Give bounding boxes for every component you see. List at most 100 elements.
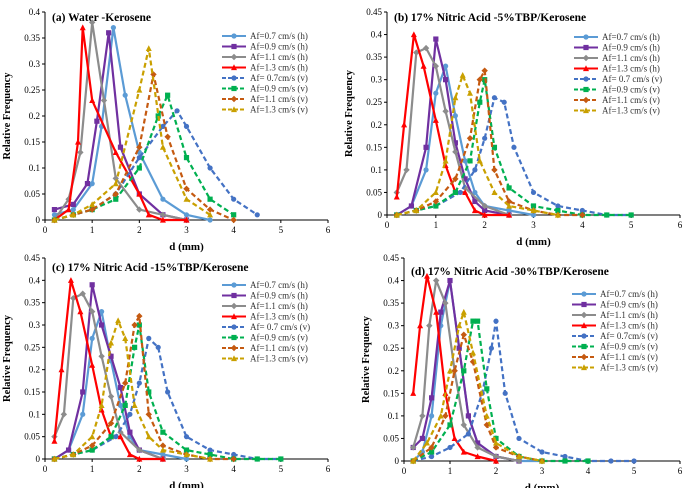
- data-point: [432, 189, 439, 196]
- legend-marker: [230, 344, 238, 352]
- legend-item: Af=1.1 cm/s (v): [574, 95, 660, 105]
- data-point: [230, 216, 237, 224]
- panel-15-tbp: 0 1 2 3 4 5 6 0 0.05 0.1 0.15 0.2 0.25 0.3 0.35 0.4 0.45…: [2, 253, 331, 488]
- x-tick-label: 2: [494, 466, 499, 476]
- legend-marker: [231, 292, 237, 299]
- data-point: [89, 282, 95, 288]
- data-point: [474, 453, 481, 460]
- data-point: [530, 207, 537, 214]
- data-point: [183, 155, 190, 161]
- legend-item: Af=0.9 cm/s (v): [222, 333, 308, 343]
- legend-item: Af=1.3 cm/s (h): [574, 64, 660, 74]
- y-tick-label: 0.25: [366, 97, 382, 107]
- data-point: [67, 277, 74, 283]
- data-point: [555, 203, 561, 209]
- data-point: [146, 335, 152, 341]
- data-point: [408, 203, 415, 209]
- data-point: [183, 456, 190, 462]
- data-point: [51, 216, 58, 223]
- legend-item: Af= 0.7 cm/s (v): [222, 322, 310, 332]
- legend-label: Af=1.3 cm/s (h): [250, 63, 308, 73]
- y-tick-label: 0.35: [24, 298, 40, 308]
- legend-label: Af=0.7 cm/s (h): [602, 32, 660, 42]
- x-tick-label: 1: [90, 225, 95, 235]
- legend-label: Af=0.9 cm/s (v): [250, 333, 308, 343]
- data-point: [278, 456, 284, 462]
- data-point: [65, 447, 72, 453]
- data-point: [443, 77, 449, 83]
- data-point: [183, 216, 190, 223]
- data-point: [159, 216, 166, 223]
- data-point: [131, 402, 138, 408]
- legend-label: Af=1.1 cm/s (v): [602, 95, 660, 105]
- legend-item: Af=0.9 cm/s (v): [574, 85, 660, 95]
- legend-item: Af=1.3 cm/s (h): [222, 63, 308, 73]
- y-tick-label: 0.4: [388, 276, 400, 286]
- series-line: [54, 314, 234, 461]
- data-point: [447, 367, 453, 374]
- series-line: [54, 323, 281, 461]
- data-point: [452, 148, 459, 156]
- data-point: [145, 45, 152, 51]
- data-point: [207, 217, 213, 223]
- data-point: [146, 389, 152, 395]
- data-point: [393, 211, 400, 218]
- data-point: [231, 196, 237, 202]
- data-point: [579, 207, 585, 214]
- data-point: [113, 434, 119, 440]
- series-line: [54, 26, 211, 222]
- data-point: [481, 211, 488, 218]
- data-point: [183, 212, 190, 218]
- x-tick-label: 4: [231, 225, 236, 235]
- data-point: [506, 202, 513, 209]
- data-point: [150, 71, 157, 78]
- legend-item: Af= 0.7cm/s (v): [222, 73, 308, 83]
- series-8: [51, 317, 214, 462]
- data-point: [89, 335, 95, 341]
- data-point: [84, 181, 91, 187]
- data-point: [127, 429, 133, 435]
- data-point: [452, 94, 459, 101]
- x-tick-label: 6: [326, 464, 331, 474]
- y-tick-label: 0.4: [29, 275, 41, 285]
- data-point: [424, 272, 430, 279]
- data-point: [475, 440, 481, 446]
- data-point: [122, 92, 128, 98]
- data-point: [460, 308, 467, 315]
- data-point: [207, 447, 213, 453]
- data-point: [452, 140, 458, 146]
- data-point: [108, 434, 114, 440]
- y-tick-label: 0.05: [366, 187, 382, 197]
- data-point: [482, 207, 488, 214]
- y-axis-label: Relative Frequency: [361, 315, 372, 403]
- data-point: [401, 121, 408, 128]
- data-point: [207, 451, 213, 458]
- data-point: [462, 158, 468, 164]
- series-3: [410, 277, 523, 465]
- legend-label: Af= 0.7 cm/s (v): [250, 322, 310, 332]
- x-tick-label: 6: [678, 220, 683, 230]
- data-point: [70, 451, 77, 458]
- y-tick-label: 0: [378, 210, 383, 220]
- legend-label: Af=1.1 cm/s (v): [250, 343, 308, 353]
- data-point: [451, 435, 458, 442]
- x-tick-label: 2: [482, 220, 487, 230]
- y-tick-label: 0.1: [371, 165, 382, 175]
- data-point: [491, 189, 498, 196]
- data-point: [555, 207, 561, 214]
- data-point: [501, 99, 507, 105]
- data-point: [207, 165, 213, 171]
- legend-marker: [231, 334, 237, 341]
- x-tick-label: 1: [434, 220, 439, 230]
- chart-title: (d) 17% Nitric Acid -30%TBP/Kerosene: [411, 266, 609, 278]
- data-point: [79, 290, 86, 297]
- data-point: [443, 63, 449, 69]
- legend-marker: [583, 65, 589, 72]
- data-point: [493, 435, 499, 442]
- data-point: [207, 211, 214, 218]
- legend-item: Af=1.1 cm/s (h): [572, 310, 658, 320]
- data-point: [483, 412, 490, 419]
- data-point: [165, 389, 171, 395]
- series-line: [396, 74, 559, 217]
- series-line: [412, 333, 543, 463]
